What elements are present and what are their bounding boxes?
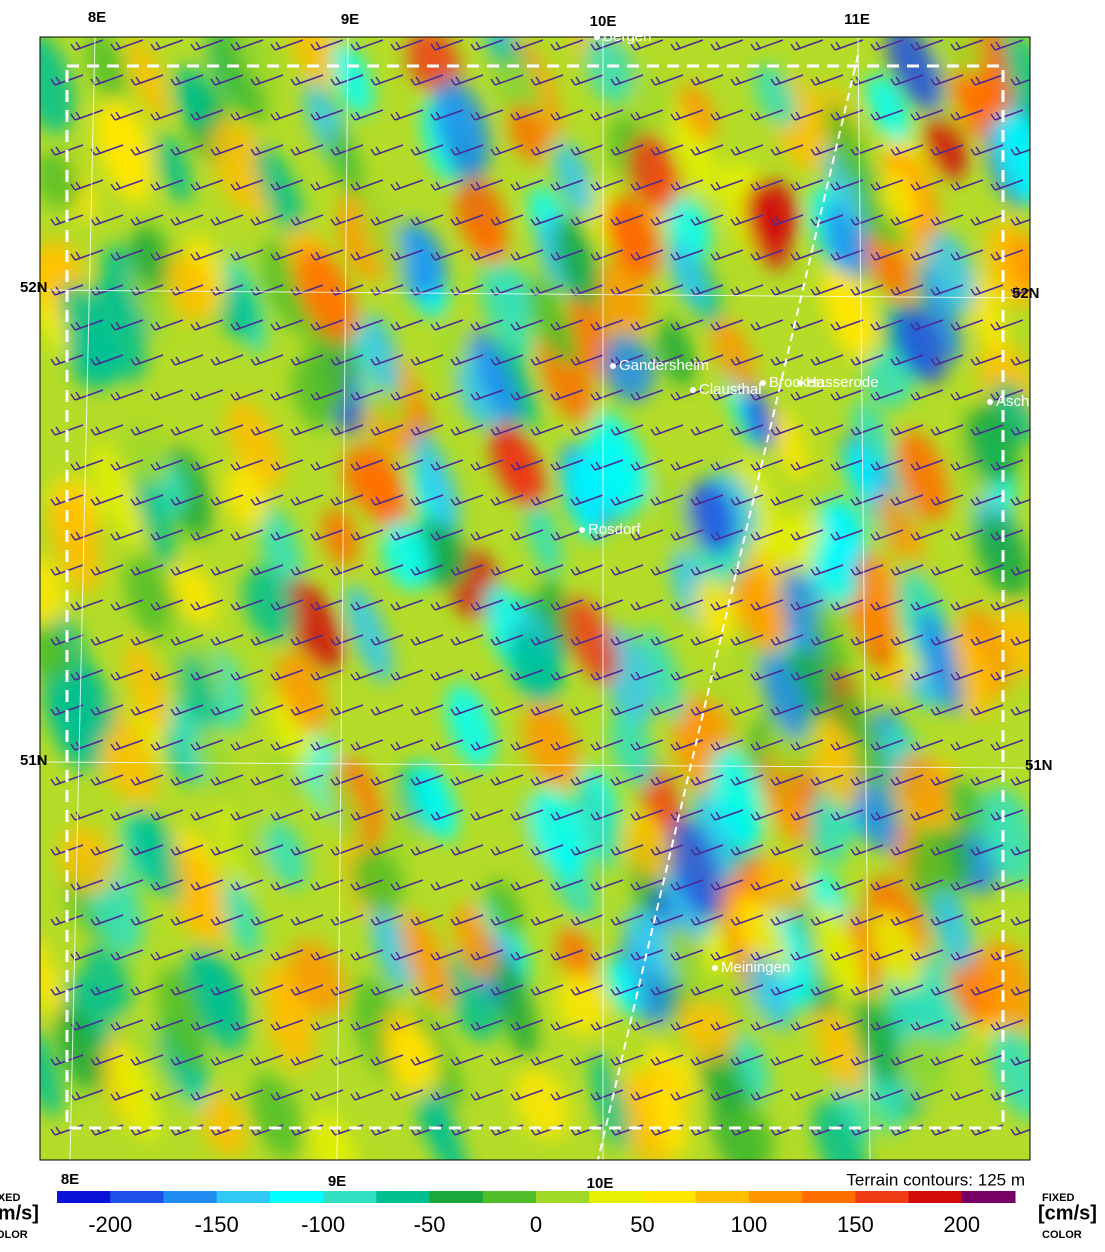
colorbar-swatch xyxy=(163,1191,217,1203)
lon-label: 8E xyxy=(61,1171,79,1188)
colorbar-label: 0 xyxy=(530,1212,542,1237)
colorbar-label: 200 xyxy=(943,1212,980,1237)
wind-barb xyxy=(1031,530,1063,540)
place-label: Rosdorf xyxy=(588,521,641,538)
colorbar-swatch xyxy=(483,1191,537,1203)
place-label: Asch xyxy=(996,393,1029,410)
place-dot xyxy=(579,527,585,533)
colorbar-label: -200 xyxy=(88,1212,132,1237)
colorbar-swatch xyxy=(110,1191,164,1203)
colorbar-swatch xyxy=(430,1191,484,1203)
lat-label: 52N xyxy=(20,279,48,296)
colorbar-label: 150 xyxy=(837,1212,874,1237)
colorbar-label: -50 xyxy=(414,1212,446,1237)
wind-barb xyxy=(1031,320,1063,330)
wind-barb xyxy=(1031,40,1063,50)
colorbar-label: -100 xyxy=(301,1212,345,1237)
unit-right: FIXED [cm/s] COLOR xyxy=(1038,1192,1097,1241)
wind-barb xyxy=(1031,740,1063,750)
unit-bottom: COLOR xyxy=(1042,1229,1082,1241)
lon-label: 9E xyxy=(341,11,359,28)
place-dot xyxy=(610,363,616,369)
place-label: Gandersheim xyxy=(619,357,709,374)
map-field xyxy=(4,0,1063,1206)
place-dot xyxy=(797,380,803,386)
lon-label: 9E xyxy=(328,1173,346,1190)
place-dot xyxy=(690,387,696,393)
terrain-note: Terrain contours: 125 m xyxy=(846,1170,1025,1189)
colorbar-label: 100 xyxy=(731,1212,768,1237)
colorbar-swatch xyxy=(855,1191,909,1203)
wind-barb xyxy=(1031,880,1063,890)
colorbar-swatch xyxy=(802,1191,856,1203)
wind-barb xyxy=(1031,810,1063,820)
lat-label: 51N xyxy=(20,752,48,769)
wind-barb xyxy=(1031,600,1063,610)
lon-label: 10E xyxy=(587,1175,614,1192)
place-label: Meiningen xyxy=(721,959,790,976)
place-label: Hasserode xyxy=(806,374,879,391)
place-dot xyxy=(594,34,600,40)
lat-label: 51N xyxy=(1025,757,1053,774)
colorbar-swatch xyxy=(962,1191,1016,1203)
unit-left: FIXED [cm/s] COLOR xyxy=(0,1192,39,1241)
colorbar-swatch xyxy=(57,1191,111,1203)
wind-barb xyxy=(1031,1090,1063,1100)
colorbar-swatch xyxy=(696,1191,750,1203)
unit: [cm/s] xyxy=(1038,1202,1097,1224)
colorbar-label: -150 xyxy=(195,1212,239,1237)
colorbar-swatch xyxy=(376,1191,430,1203)
wind-barb xyxy=(1031,950,1063,960)
colorbar-swatch xyxy=(642,1191,696,1203)
wind-barb xyxy=(1031,250,1063,260)
colorbar-swatch xyxy=(536,1191,590,1203)
colorbar-swatch xyxy=(589,1191,643,1203)
lon-label: 8E xyxy=(88,9,106,26)
colorbar-swatch xyxy=(323,1191,377,1203)
wind-barb xyxy=(1031,1020,1063,1030)
wind-barb xyxy=(1031,460,1063,470)
colorbar: -200 -150 -100 -50 0 50 100 150 200 xyxy=(57,1191,1016,1237)
colorbar-swatch xyxy=(217,1191,271,1203)
page: 8E 9E 10E 11E 8E 9E 10E 52N 52N 51N 51N … xyxy=(0,0,1105,1247)
wind-barb xyxy=(1031,390,1063,400)
colorbar-label: 50 xyxy=(630,1212,654,1237)
wind-barb xyxy=(1031,670,1063,680)
lon-label: 11E xyxy=(844,11,870,28)
place-dot xyxy=(987,399,993,405)
wind-barb xyxy=(1031,110,1063,120)
place-dot xyxy=(712,965,718,971)
colorbar-swatch xyxy=(270,1191,324,1203)
place-label: Clausthal xyxy=(699,381,762,398)
place-dot xyxy=(760,380,766,386)
place-label: Bergen xyxy=(603,28,651,45)
lat-label: 52N xyxy=(1012,285,1040,302)
unit-bottom: COLOR xyxy=(0,1229,28,1241)
unit: [cm/s] xyxy=(0,1202,39,1224)
colorbar-swatch xyxy=(749,1191,803,1203)
colorbar-swatch xyxy=(909,1191,963,1203)
wind-barb xyxy=(1031,180,1063,190)
